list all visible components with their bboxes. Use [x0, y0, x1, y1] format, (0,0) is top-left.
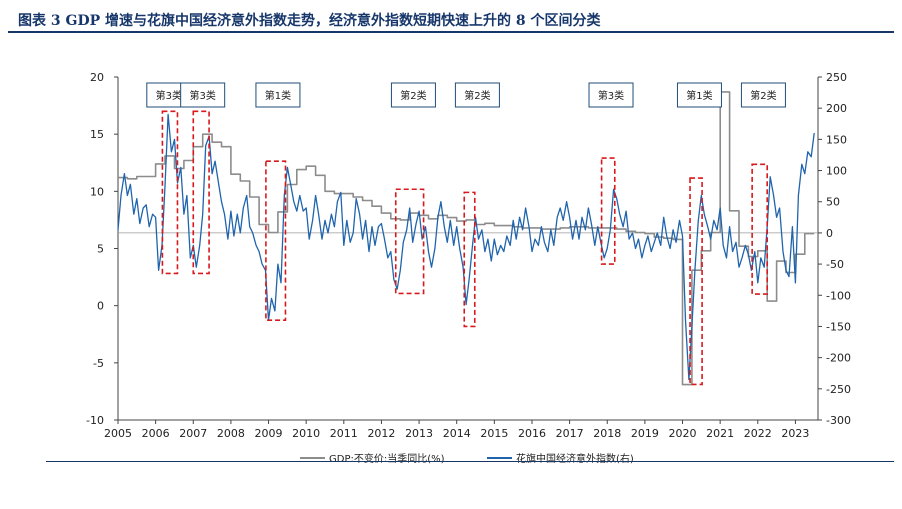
- x-tick-label: 2011: [330, 427, 358, 440]
- annotation-label: 第1类: [686, 89, 712, 102]
- annotation-box: [180, 82, 226, 108]
- annotation-label: 第3类: [598, 89, 624, 102]
- x-tick-label: 2014: [443, 427, 471, 440]
- x-tick-label: 2017: [556, 427, 584, 440]
- annotation-layer: 第3类 第3类 第1类 第2类 第2类 第3类 第1类 第2类: [146, 82, 786, 108]
- annotation-box: [676, 82, 722, 108]
- csi-series-line: [117, 113, 815, 381]
- x-tick-label: 2006: [142, 427, 170, 440]
- legend: GDP:不变价:当季同比(%) 花旗中国经济意外指数(右): [300, 452, 634, 465]
- x-tick-label: 2009: [255, 427, 283, 440]
- highlight-region: [265, 160, 287, 322]
- right-tick-label: 50: [826, 196, 840, 209]
- highlight-region: [161, 110, 179, 275]
- x-tick-label: 2012: [367, 427, 395, 440]
- highlight-region: [394, 188, 425, 295]
- annotation-label: 第2类: [464, 89, 490, 102]
- annotation-box: [390, 82, 436, 108]
- annotation-label: 第3类: [156, 89, 182, 102]
- bottom-rule: [46, 461, 894, 462]
- legend-csi-label: 花旗中国经济意外指数(右): [516, 452, 634, 465]
- left-tick-label: 10: [90, 185, 104, 198]
- right-tick-label: -300: [826, 414, 851, 427]
- annotation-box: [740, 82, 786, 108]
- left-tick-label: 5: [97, 243, 104, 256]
- axes-group: 20151050-5-10250200150100500-50-100-150-…: [86, 71, 851, 440]
- highlight-region: [192, 110, 210, 275]
- x-tick-label: 2005: [104, 427, 132, 440]
- annotation-label: 第2类: [400, 89, 426, 102]
- legend-gdp-label: GDP:不变价:当季同比(%): [329, 452, 445, 465]
- highlight-layer: [161, 110, 768, 386]
- annotation-box: [255, 82, 301, 108]
- highlight-region: [463, 191, 476, 328]
- left-tick-label: 15: [90, 128, 104, 141]
- annotation-label: 第1类: [265, 89, 291, 102]
- right-tick-label: -200: [826, 352, 851, 365]
- highlight-region: [751, 163, 768, 295]
- x-tick-label: 2016: [518, 427, 546, 440]
- right-tick-label: -250: [826, 383, 851, 396]
- annotation-label: 第2类: [750, 89, 776, 102]
- x-tick-label: 2018: [593, 427, 621, 440]
- title-rule: [8, 31, 894, 33]
- x-tick-label: 2010: [292, 427, 320, 440]
- right-tick-label: -150: [826, 320, 851, 333]
- x-tick-label: 2022: [744, 427, 772, 440]
- annotation-label: 第3类: [189, 89, 215, 102]
- figure-title-bar: 图表 3 GDP 增速与花旗中国经济意外指数走势，经济意外指数短期快速上升的 8…: [8, 6, 892, 30]
- x-tick-label: 2019: [631, 427, 659, 440]
- right-tick-label: 100: [826, 165, 847, 178]
- right-tick-label: -50: [826, 258, 844, 271]
- right-tick-label: 200: [826, 102, 847, 115]
- right-tick-label: -100: [826, 289, 851, 302]
- left-tick-label: 20: [90, 71, 104, 84]
- x-tick-label: 2021: [706, 427, 734, 440]
- x-tick-label: 2007: [179, 427, 207, 440]
- x-tick-label: 2020: [669, 427, 697, 440]
- figure-title: 图表 3 GDP 增速与花旗中国经济意外指数走势，经济意外指数短期快速上升的 8…: [18, 13, 601, 29]
- highlight-region: [600, 157, 616, 265]
- left-tick-label: 0: [97, 300, 104, 313]
- left-tick-label: -5: [93, 357, 104, 370]
- right-tick-label: 250: [826, 71, 847, 84]
- chart: 20151050-5-10250200150100500-50-100-150-…: [86, 71, 851, 465]
- x-tick-label: 2023: [781, 427, 809, 440]
- x-tick-label: 2013: [405, 427, 433, 440]
- gdp-series-line: [118, 91, 815, 386]
- annotation-box: [588, 82, 634, 108]
- left-tick-label: -10: [86, 414, 104, 427]
- right-tick-label: 0: [826, 227, 833, 240]
- x-tick-label: 2008: [217, 427, 245, 440]
- x-tick-label: 2015: [480, 427, 508, 440]
- series-layer: [117, 91, 815, 386]
- highlight-region: [689, 177, 703, 386]
- right-tick-label: 150: [826, 133, 847, 146]
- annotation-box: [454, 82, 500, 108]
